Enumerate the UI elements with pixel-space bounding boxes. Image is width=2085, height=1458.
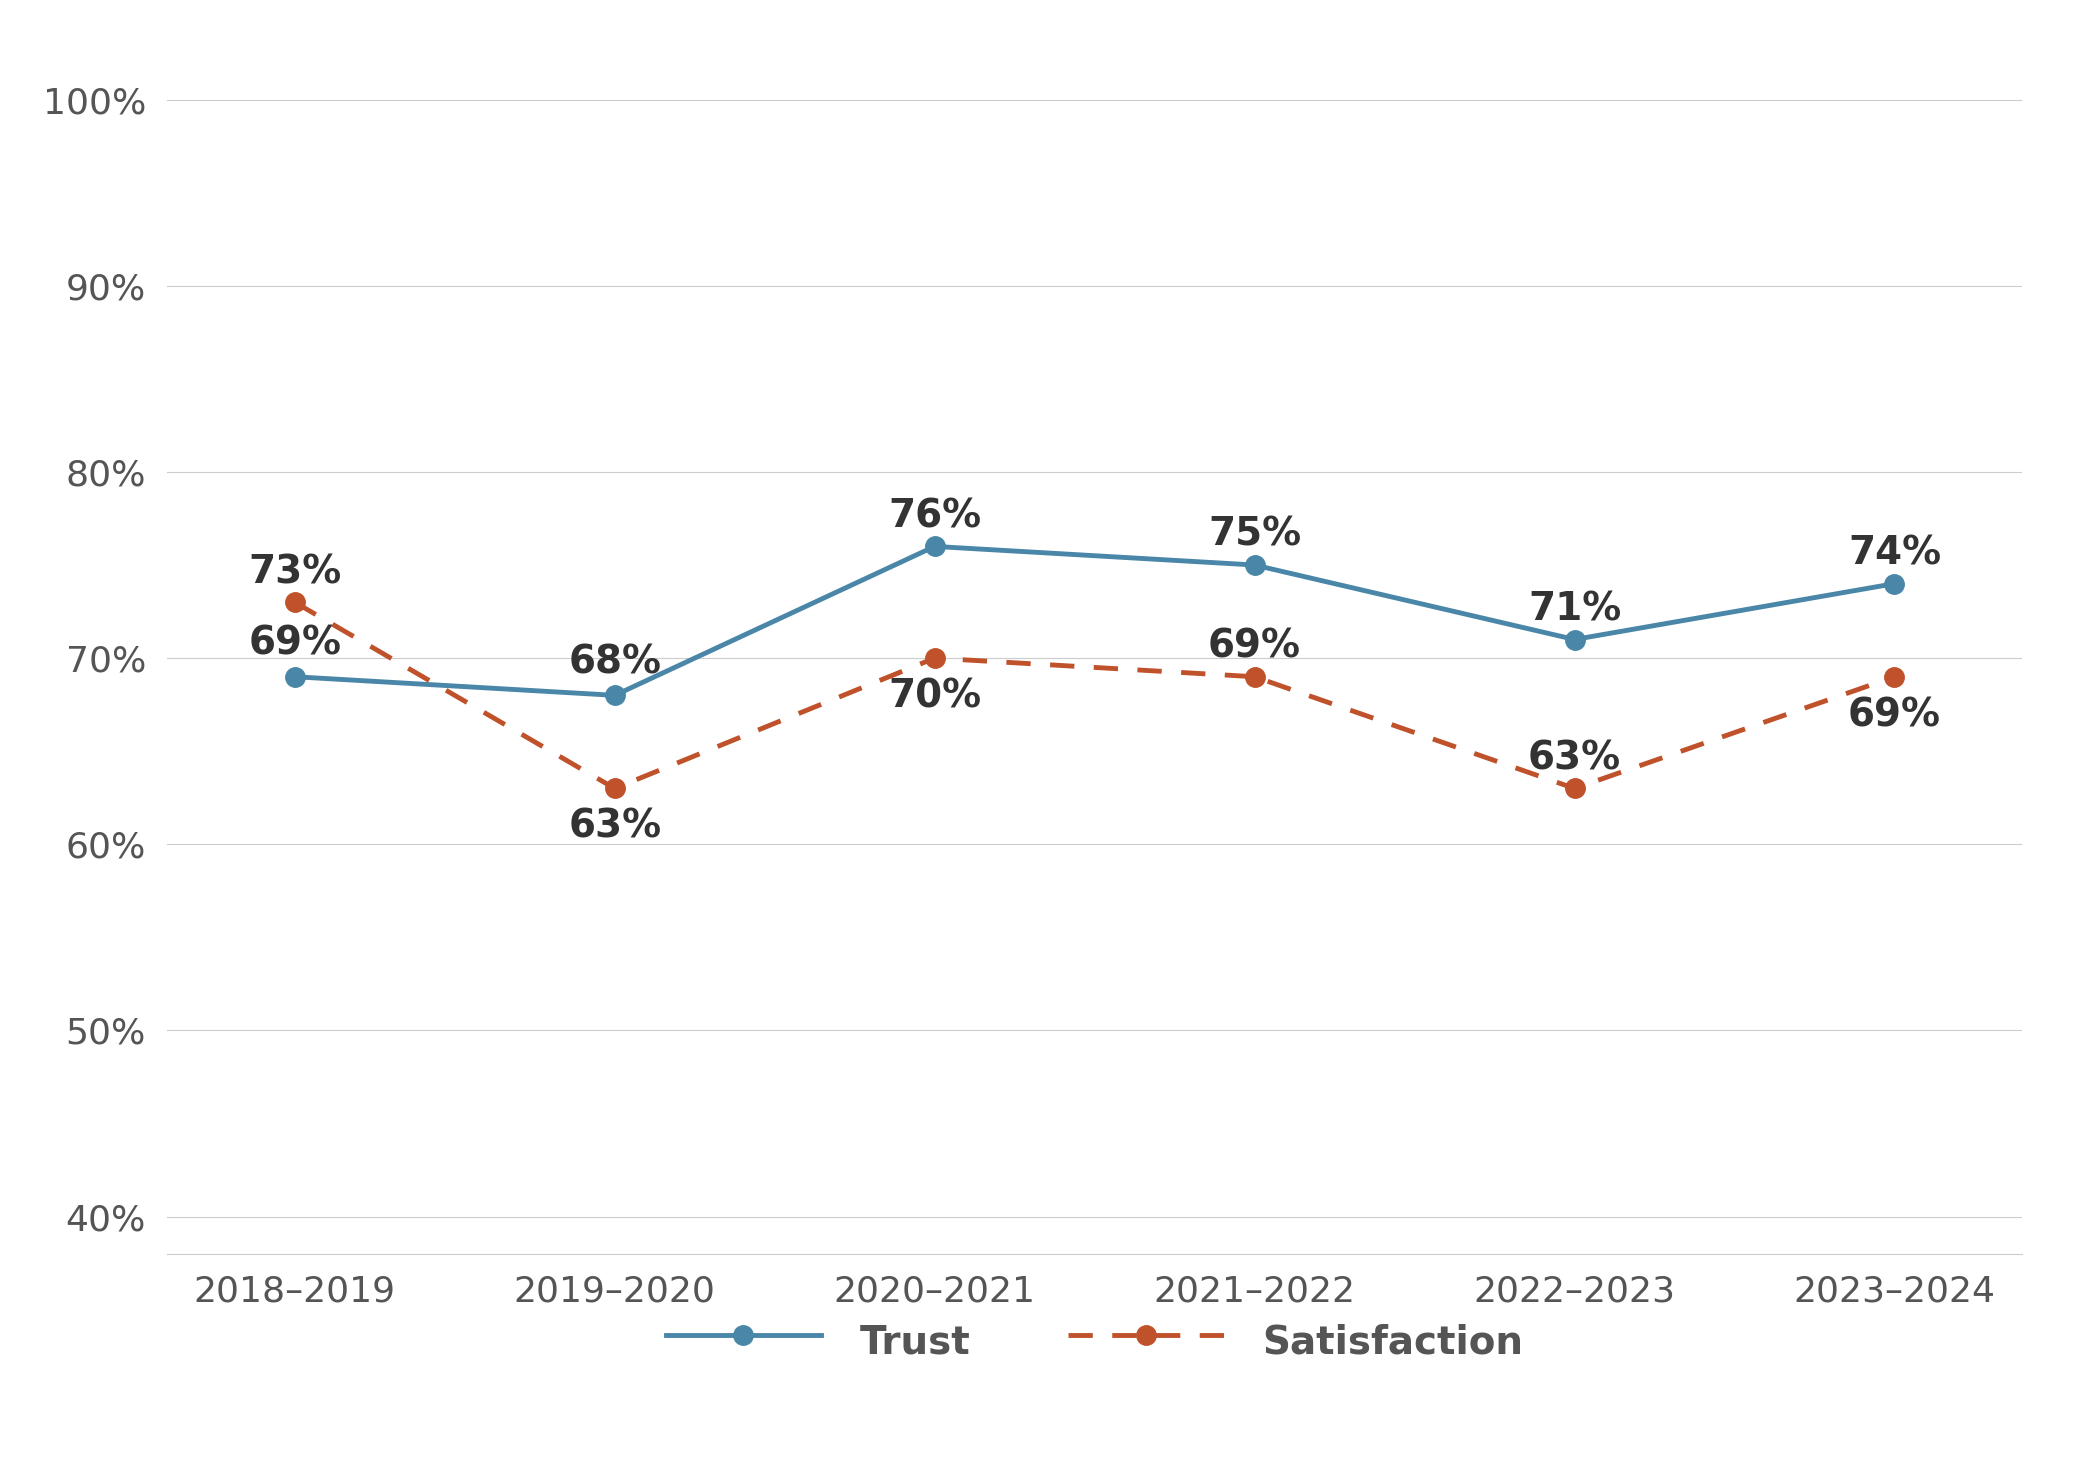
Text: 68%: 68% <box>569 643 661 681</box>
Text: 69%: 69% <box>1207 627 1301 666</box>
Text: 74%: 74% <box>1847 535 1941 573</box>
Text: 69%: 69% <box>248 625 342 663</box>
Text: 75%: 75% <box>1207 516 1301 554</box>
Text: 71%: 71% <box>1528 590 1622 628</box>
Text: 73%: 73% <box>248 553 342 590</box>
Legend: Trust, Satisfaction: Trust, Satisfaction <box>651 1301 1539 1379</box>
Text: 63%: 63% <box>1528 739 1622 777</box>
Text: 76%: 76% <box>888 497 982 535</box>
Text: 70%: 70% <box>888 678 982 716</box>
Text: 63%: 63% <box>567 808 661 846</box>
Text: 69%: 69% <box>1847 695 1941 735</box>
